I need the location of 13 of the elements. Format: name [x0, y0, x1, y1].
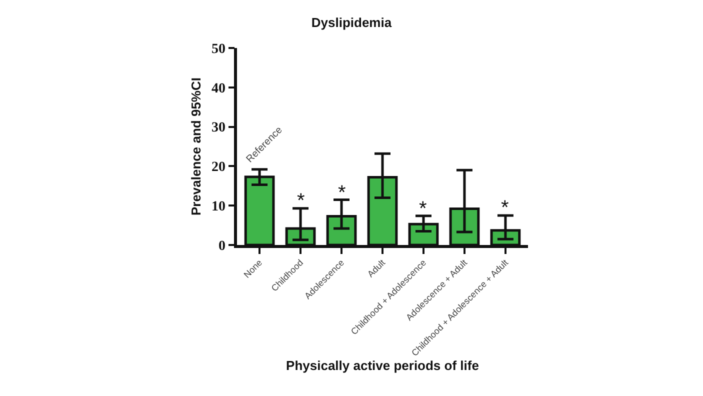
y-tick-label: 10 — [211, 200, 226, 214]
y-axis-title: Prevalence and 95%CI — [188, 77, 204, 216]
y-tick-label: 0 — [218, 238, 226, 254]
annotation: * — [297, 190, 305, 212]
y-tick-label: 40 — [211, 81, 226, 96]
annotation: * — [419, 198, 427, 220]
annotation: * — [338, 182, 346, 204]
x-axis-title: Physically active periods of life — [286, 358, 479, 374]
chart-title: Dyslipidemia — [311, 14, 392, 30]
y-tick-label: 50 — [211, 42, 226, 57]
y-tick-label: 30 — [211, 120, 226, 136]
annotation: * — [501, 197, 509, 219]
y-tick-label: 20 — [211, 160, 226, 176]
